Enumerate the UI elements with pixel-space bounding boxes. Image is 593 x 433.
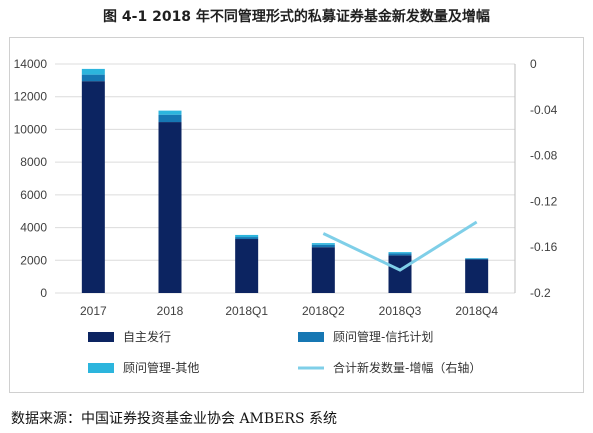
bar-self-issued (158, 122, 182, 293)
legend-self-issued-label: 自主发行 (123, 329, 171, 344)
bar-advisory-trust (158, 114, 182, 123)
bar-self-issued (235, 239, 259, 293)
bar-advisory-trust (81, 74, 105, 82)
bar-series (81, 68, 489, 293)
chart-frame (9, 37, 584, 393)
bar-self-issued (81, 81, 105, 293)
left-tick-label: 8000 (20, 155, 47, 169)
right-axis: 0 -0.04 -0.08 -0.12 -0.16 -0.2 (530, 57, 558, 300)
legend-advisory-trust-swatch (298, 332, 324, 342)
bar-advisory-other (81, 68, 105, 75)
x-tick-label: 2018Q3 (379, 304, 422, 318)
left-tick-label: 14000 (14, 57, 48, 71)
right-tick-label: 0 (530, 57, 537, 71)
left-tick-label: 12000 (14, 90, 48, 104)
legend-self-issued-swatch (88, 332, 114, 342)
bar-advisory-trust (235, 237, 259, 240)
x-axis: 2017 2018 2018Q1 2018Q2 2018Q3 2018Q4 (80, 304, 498, 318)
bar-self-issued (388, 255, 412, 293)
bar-advisory-trust (311, 244, 335, 248)
legend-growth-line-label: 合计新发数量-增幅（右轴） (333, 360, 481, 375)
left-tick-label: 10000 (14, 122, 48, 136)
bar-self-issued (311, 247, 335, 293)
bar-advisory-other (388, 252, 412, 254)
legend-advisory-other-label: 顾问管理-其他 (123, 360, 199, 375)
legend-advisory-other-swatch (88, 363, 114, 373)
grid-lines (55, 63, 516, 294)
left-tick-label: 6000 (20, 188, 47, 202)
x-tick-label: 2018Q4 (455, 304, 498, 318)
legend-advisory-trust-label: 顾问管理-信托计划 (333, 329, 433, 344)
bar-advisory-other (235, 234, 259, 238)
growth-line (322, 220, 478, 272)
chart-title: 图 4-1 2018 年不同管理形式的私募证券基金新发数量及增幅 (103, 9, 490, 25)
left-tick-label: 4000 (20, 221, 47, 235)
bar-self-issued (465, 259, 489, 293)
left-axis: 0 2000 4000 6000 8000 10000 12000 14000 (14, 57, 48, 300)
bar-advisory-trust (465, 258, 489, 260)
left-tick-label: 2000 (20, 253, 47, 267)
x-tick-label: 2017 (80, 304, 107, 318)
right-tick-label: -0.16 (530, 240, 558, 254)
right-tick-label: -0.08 (530, 149, 558, 163)
bar-advisory-trust (388, 253, 412, 256)
source-note: 数据来源：中国证券投资基金业协会 AMBERS 系统 (11, 411, 337, 427)
x-tick-label: 2018 (157, 304, 184, 318)
bar-advisory-other (158, 110, 182, 115)
right-tick-label: -0.2 (530, 286, 551, 300)
right-tick-label: -0.12 (530, 194, 558, 208)
bar-advisory-other (311, 243, 335, 245)
right-tick-label: -0.04 (530, 103, 558, 117)
left-tick-label: 0 (40, 286, 47, 300)
x-tick-label: 2018Q2 (302, 304, 345, 318)
x-tick-label: 2018Q1 (225, 304, 268, 318)
